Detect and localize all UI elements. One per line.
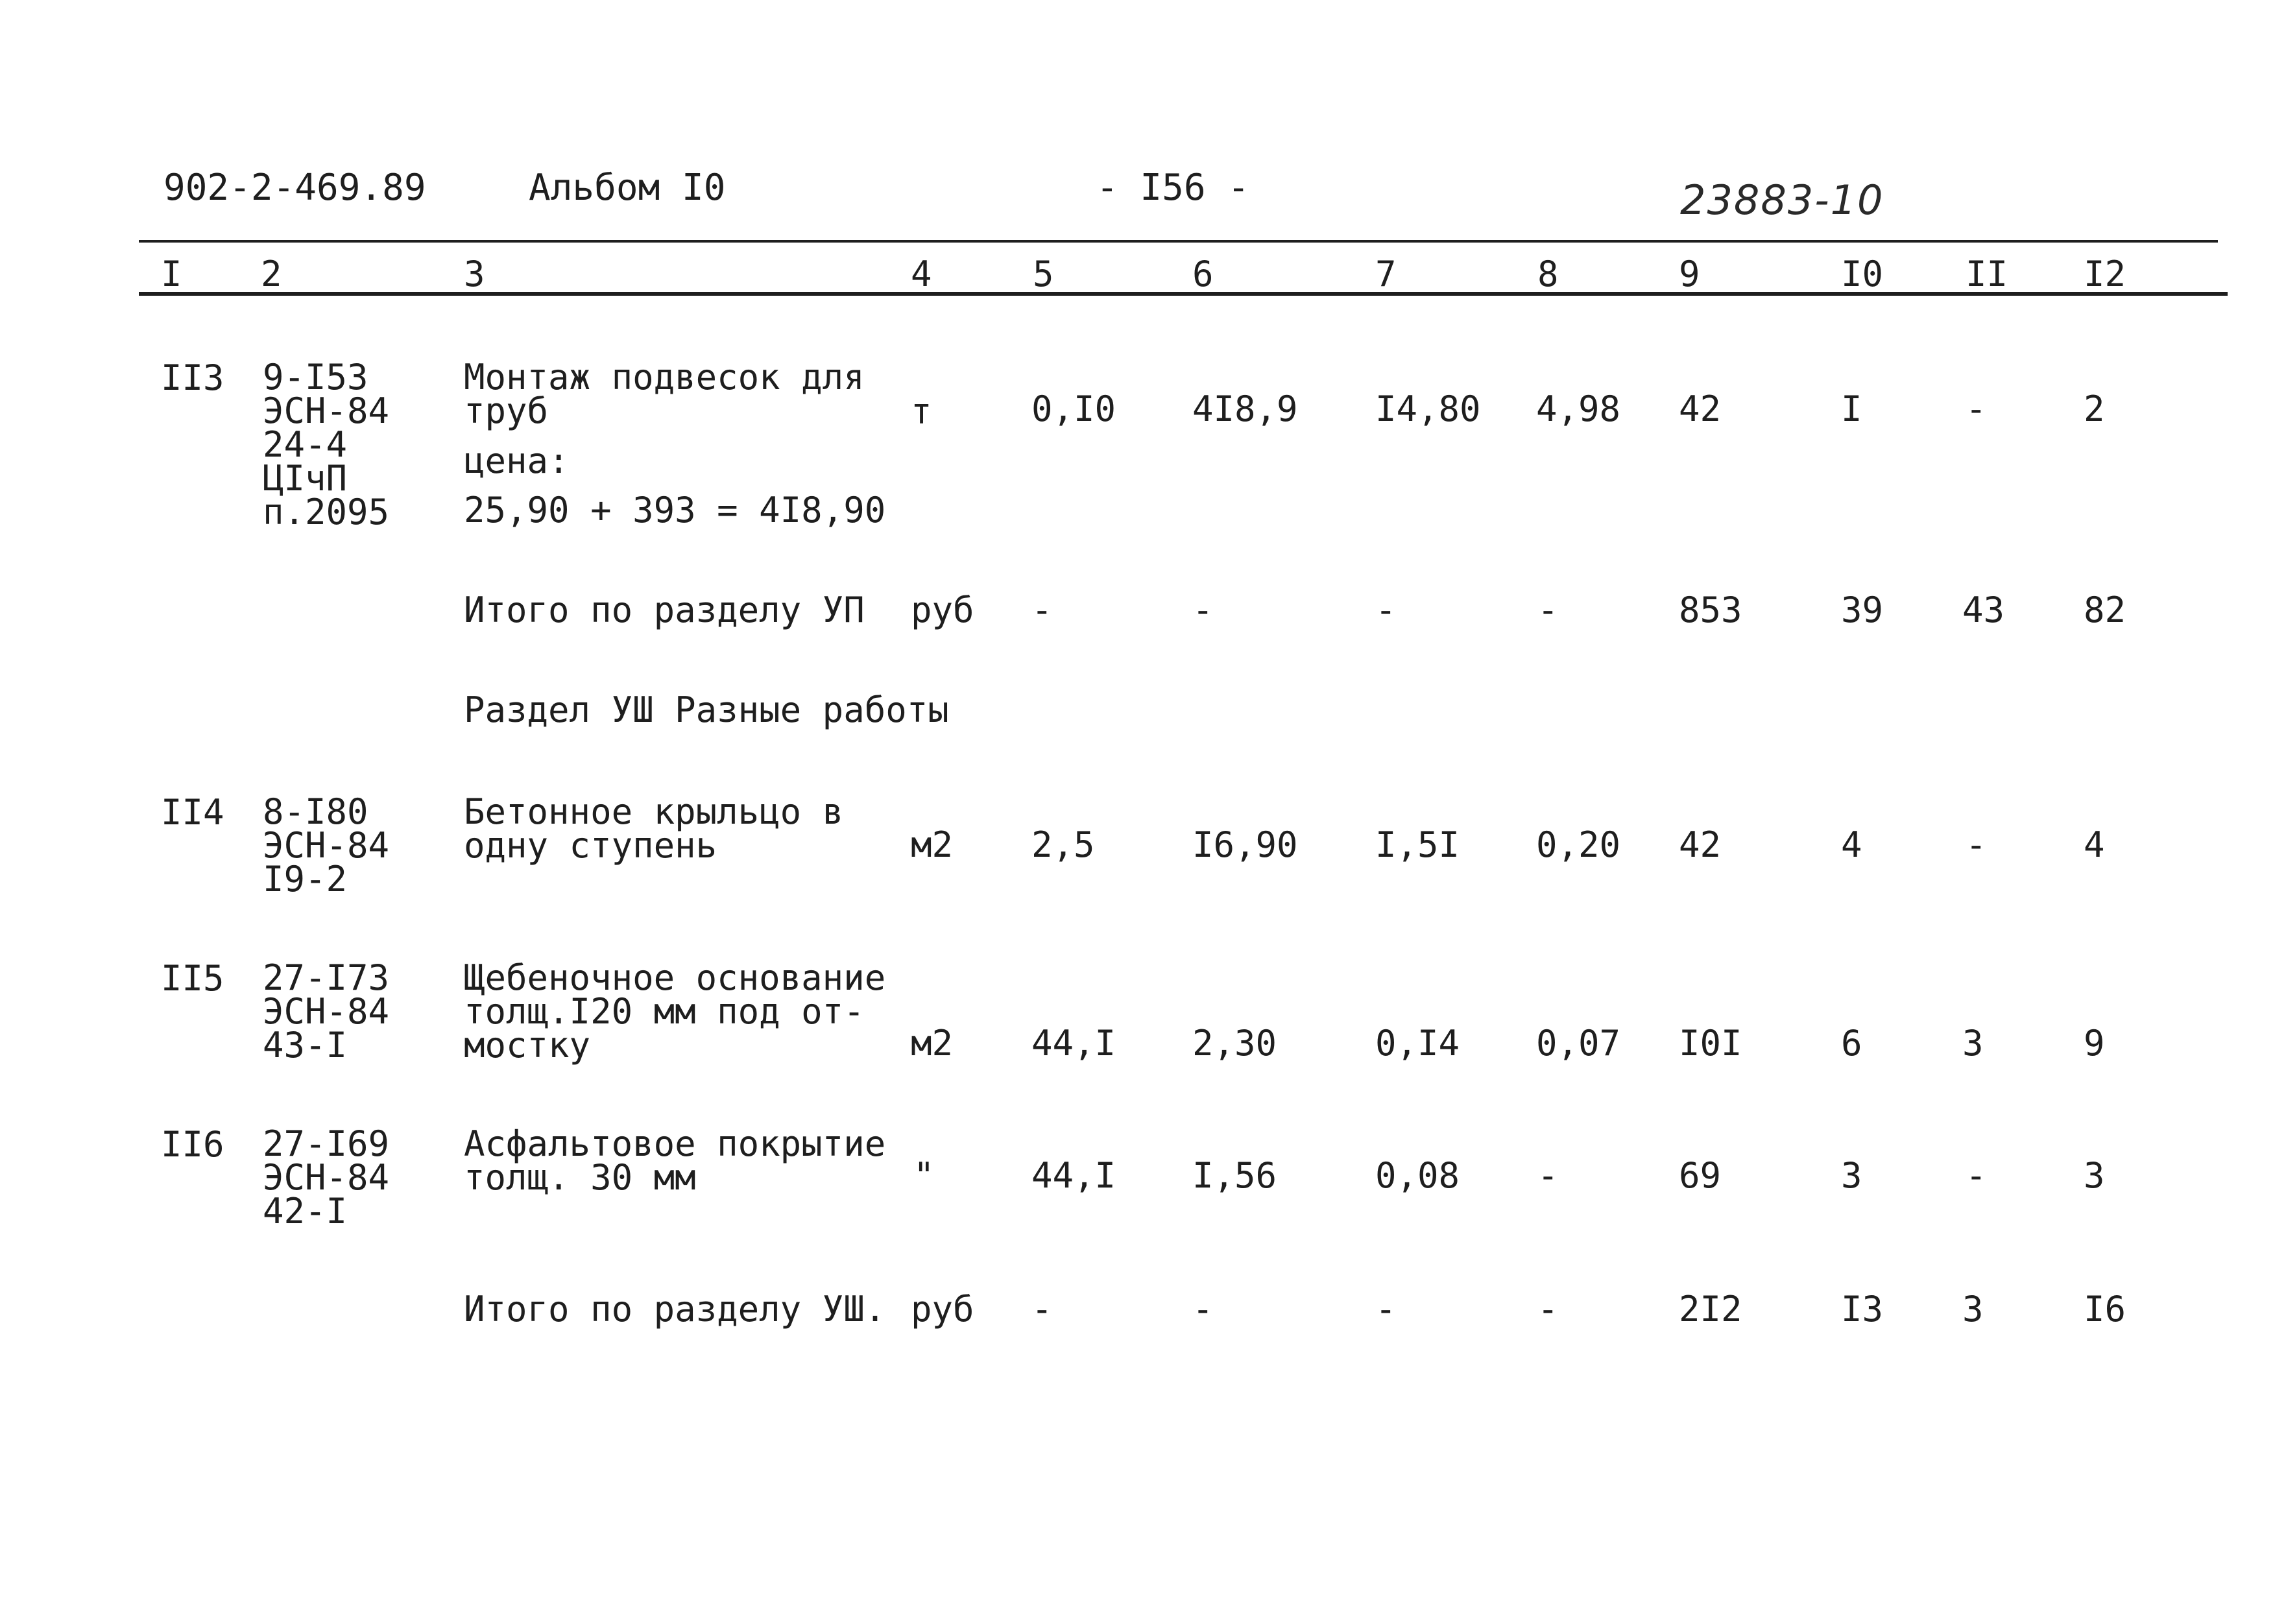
unit: м2: [911, 1023, 954, 1064]
table-header-rule: [139, 292, 2228, 296]
col-5: 44,I: [1031, 1155, 1116, 1196]
column-header-6: 6: [1192, 254, 1214, 294]
unit: руб: [911, 1289, 974, 1330]
column-header-10: I0: [1841, 254, 1884, 294]
section-heading: Раздел УШ Разные работы: [464, 689, 949, 730]
work-description: Монтаж подвесок для труб: [464, 357, 865, 431]
col-12: I6: [2084, 1289, 2126, 1330]
col-12: 82: [2084, 590, 2126, 630]
col-6: 4I8,9: [1192, 388, 1298, 429]
unit: м2: [911, 824, 954, 865]
col-12: 3: [2084, 1155, 2105, 1196]
page-number: - I56 -: [1096, 167, 1250, 209]
col-10: 4: [1841, 824, 1862, 865]
col-6: 2,30: [1192, 1023, 1277, 1064]
unit: руб: [911, 590, 974, 630]
col-9: 853: [1679, 590, 1742, 630]
col-11: 3: [1962, 1289, 1984, 1330]
col-5: 2,5: [1031, 824, 1095, 865]
col-11: -: [1966, 1155, 1987, 1196]
handwritten-number: 23883-10: [1680, 176, 1884, 224]
col-7: -: [1375, 1289, 1397, 1330]
column-header-9: 9: [1679, 254, 1700, 294]
column-header-4: 4: [911, 254, 932, 294]
column-header-1: I: [161, 254, 182, 294]
col-8: 0,07: [1536, 1023, 1621, 1064]
col-12: 4: [2084, 824, 2105, 865]
col-10: 6: [1841, 1023, 1862, 1064]
norm-code: 27-I69 ЭСН-84 42-I: [263, 1123, 390, 1232]
unit: ": [913, 1155, 935, 1196]
col-6: I6,90: [1192, 824, 1298, 865]
col-10: 39: [1841, 590, 1884, 630]
column-header-3: 3: [464, 254, 485, 294]
col-5: -: [1031, 1289, 1053, 1330]
total-label: Итого по разделу УШ.: [464, 1289, 886, 1330]
col-7: I,5I: [1375, 824, 1460, 865]
document-code: 902-2-469.89: [163, 167, 426, 209]
row-number: II5: [161, 958, 224, 999]
col-5: 44,I: [1031, 1023, 1116, 1064]
col-9: 42: [1679, 824, 1722, 865]
col-10: 3: [1841, 1155, 1862, 1196]
row-number: II3: [161, 357, 224, 398]
col-11: 3: [1962, 1023, 1984, 1064]
col-7: 0,I4: [1375, 1023, 1460, 1064]
price-note-formula: 25,90 + 393 = 4I8,90: [464, 490, 886, 531]
col-9: 69: [1679, 1155, 1722, 1196]
price-note-label: цена:: [464, 440, 570, 481]
row-number: II4: [161, 792, 224, 833]
col-9: 42: [1679, 388, 1722, 429]
col-11: 43: [1962, 590, 2005, 630]
col-10: I: [1841, 388, 1862, 429]
row-number: II6: [161, 1124, 224, 1165]
col-8: 4,98: [1536, 388, 1621, 429]
col-8: -: [1537, 590, 1559, 630]
col-7: 0,08: [1375, 1155, 1460, 1196]
work-description: Щебеночное основание толщ.I20 мм под от-…: [464, 957, 886, 1066]
column-header-12: I2: [2084, 254, 2126, 294]
col-11: -: [1966, 824, 1987, 865]
table-top-rule: [139, 240, 2218, 243]
norm-code: 27-I73 ЭСН-84 43-I: [263, 957, 390, 1066]
col-10: I3: [1841, 1289, 1884, 1330]
col-6: -: [1192, 590, 1214, 630]
col-8: -: [1537, 1289, 1559, 1330]
unit: т: [911, 391, 932, 432]
col-7: I4,80: [1375, 388, 1481, 429]
col-5: 0,I0: [1031, 388, 1116, 429]
col-6: I,56: [1192, 1155, 1277, 1196]
norm-code: 8-I80 ЭСН-84 I9-2: [263, 791, 390, 900]
col-8: -: [1537, 1155, 1559, 1196]
total-label: Итого по разделу УП: [464, 590, 865, 630]
work-description: Бетонное крыльцо в одну ступень: [464, 791, 844, 866]
column-header-11: II: [1966, 254, 2008, 294]
col-12: 2: [2084, 388, 2105, 429]
column-header-8: 8: [1537, 254, 1559, 294]
col-8: 0,20: [1536, 824, 1621, 865]
col-6: -: [1192, 1289, 1214, 1330]
work-description: Асфальтовое покрытие толщ. 30 мм: [464, 1123, 886, 1198]
norm-code: 9-I53 ЭСН-84 24-4 ЦIчП п.2095: [263, 357, 390, 532]
col-7: -: [1375, 590, 1397, 630]
col-5: -: [1031, 590, 1053, 630]
column-header-5: 5: [1033, 254, 1054, 294]
col-9: I0I: [1679, 1023, 1742, 1064]
column-header-2: 2: [261, 254, 282, 294]
album-label: Альбом I0: [529, 167, 726, 209]
col-9: 2I2: [1679, 1289, 1742, 1330]
col-12: 9: [2084, 1023, 2105, 1064]
column-header-7: 7: [1375, 254, 1397, 294]
col-11: -: [1966, 388, 1987, 429]
